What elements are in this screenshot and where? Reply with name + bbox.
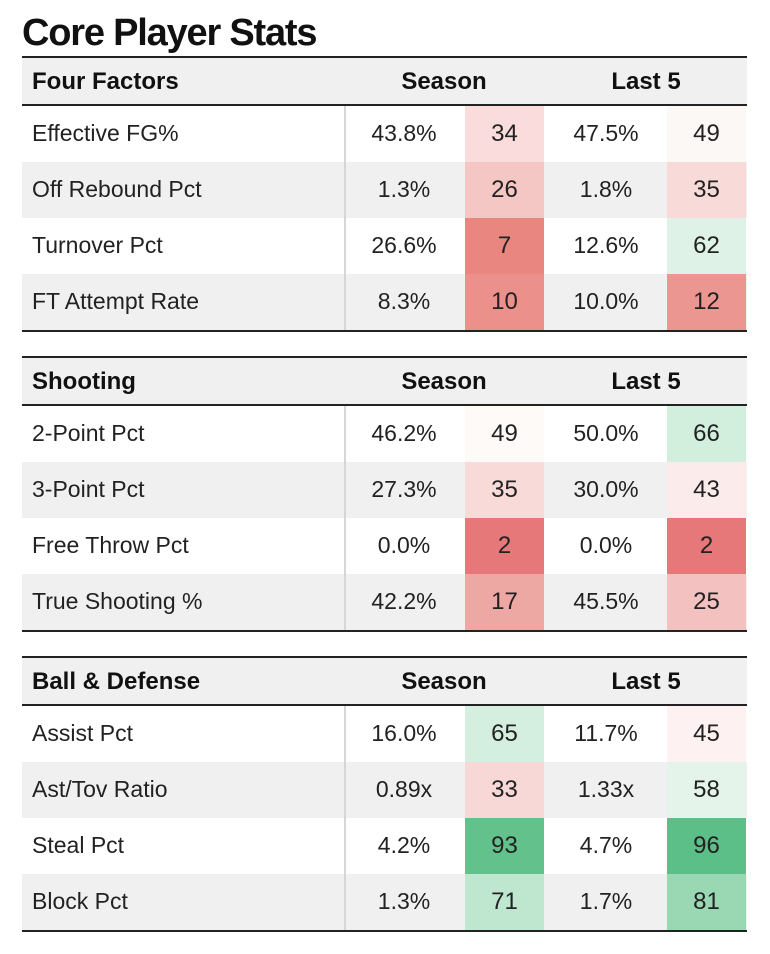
column-divider xyxy=(344,406,346,630)
last5-rank: 81 xyxy=(667,874,746,930)
last5-rank: 25 xyxy=(667,574,746,630)
last5-value: 4.7% xyxy=(579,832,633,858)
last5-column-header: Last 5 xyxy=(611,368,681,395)
section-title: Shooting xyxy=(32,368,136,395)
table-row: Effective FG% 43.8% 34 47.5% 49 xyxy=(22,106,747,162)
last5-value: 11.7% xyxy=(574,720,638,746)
season-value: 16.0% xyxy=(371,720,437,746)
stat-label: True Shooting % xyxy=(32,588,203,614)
season-rank: 65 xyxy=(465,706,544,762)
season-rank: 93 xyxy=(465,818,544,874)
last5-rank: 66 xyxy=(667,406,746,462)
season-value: 42.2% xyxy=(371,588,437,614)
section-header: Four Factors Season Last 5 xyxy=(22,56,747,106)
season-value: 0.89x xyxy=(375,776,433,802)
last5-rank: 2 xyxy=(667,518,746,574)
season-rank: 10 xyxy=(465,274,544,330)
last5-rank: 35 xyxy=(667,162,746,218)
table-row: Free Throw Pct 0.0% 2 0.0% 2 xyxy=(22,518,747,574)
section-rows: Effective FG% 43.8% 34 47.5% 49 Off Rebound P… xyxy=(22,106,747,332)
last5-rank: 12 xyxy=(667,274,746,330)
season-value: 4.2% xyxy=(377,832,431,858)
season-value: 1.3% xyxy=(377,888,431,914)
last5-rank: 96 xyxy=(667,818,746,874)
column-divider xyxy=(344,706,346,930)
season-value: 1.3% xyxy=(377,176,431,202)
last5-value: 0.0% xyxy=(579,532,633,558)
season-rank: 17 xyxy=(465,574,544,630)
table-row: 2-Point Pct 46.2% 49 50.0% 66 xyxy=(22,406,747,462)
section-title: Ball & Defense xyxy=(32,668,201,695)
stat-label: Turnover Pct xyxy=(32,232,163,258)
season-value: 43.8% xyxy=(371,120,437,146)
last5-value: 50.0% xyxy=(573,420,639,446)
season-column-header: Season xyxy=(401,368,487,395)
season-value: 0.0% xyxy=(377,532,431,558)
last5-value: 1.8% xyxy=(579,176,633,202)
stat-label: Free Throw Pct xyxy=(32,532,189,558)
season-value: 26.6% xyxy=(371,232,437,258)
season-column-header: Season xyxy=(401,668,487,695)
table-row: Ast/Tov Ratio 0.89x 33 1.33x 58 xyxy=(22,762,747,818)
last5-value: 45.5% xyxy=(573,588,639,614)
stat-label: Steal Pct xyxy=(32,832,125,858)
table-row: Assist Pct 16.0% 65 11.7% 45 xyxy=(22,706,747,762)
last5-value: 47.5% xyxy=(573,120,639,146)
stat-label: Assist Pct xyxy=(32,720,133,746)
stat-label: Effective FG% xyxy=(32,120,179,146)
table-row: Turnover Pct 26.6% 7 12.6% 62 xyxy=(22,218,747,274)
table-row: FT Attempt Rate 8.3% 10 10.0% 12 xyxy=(22,274,747,330)
season-rank: 33 xyxy=(465,762,544,818)
last5-value: 30.0% xyxy=(573,476,639,502)
section-four-factors: Four Factors Season Last 5 Effective FG% 43.… xyxy=(22,56,747,332)
last5-value: 1.33x xyxy=(577,776,635,802)
season-value: 46.2% xyxy=(371,420,437,446)
season-column-header: Season xyxy=(401,68,487,95)
season-value: 27.3% xyxy=(371,476,437,502)
season-rank: 71 xyxy=(465,874,544,930)
page-title: Core Player Stats xyxy=(22,12,318,54)
last5-column-header: Last 5 xyxy=(611,68,681,95)
last5-value: 10.0% xyxy=(573,288,639,314)
table-row: 3-Point Pct 27.3% 35 30.0% 43 xyxy=(22,462,747,518)
stat-label: Off Rebound Pct xyxy=(32,176,202,202)
section-header: Shooting Season Last 5 xyxy=(22,356,747,406)
last5-rank: 49 xyxy=(667,106,746,162)
section-rows: Assist Pct 16.0% 65 11.7% 45 Ast/Tov Ratio 0.8… xyxy=(22,706,747,932)
column-divider xyxy=(344,106,346,330)
last5-rank: 62 xyxy=(667,218,746,274)
section-ball-defense: Ball & Defense Season Last 5 Assist Pct 16.0… xyxy=(22,656,747,932)
last5-rank: 45 xyxy=(667,706,746,762)
season-rank: 2 xyxy=(465,518,544,574)
stat-label: 2-Point Pct xyxy=(32,420,145,446)
last5-value: 1.7% xyxy=(579,888,633,914)
last5-rank: 58 xyxy=(667,762,746,818)
stat-label: 3-Point Pct xyxy=(32,476,145,502)
section-shooting: Shooting Season Last 5 2-Point Pct 46.2% 49 50… xyxy=(22,356,747,632)
stat-label: Block Pct xyxy=(32,888,128,914)
stat-label: Ast/Tov Ratio xyxy=(32,776,168,802)
table-row: True Shooting % 42.2% 17 45.5% 25 xyxy=(22,574,747,630)
season-rank: 35 xyxy=(465,462,544,518)
season-rank: 26 xyxy=(465,162,544,218)
season-value: 8.3% xyxy=(377,288,431,314)
last5-value: 12.6% xyxy=(573,232,639,258)
table-row: Block Pct 1.3% 71 1.7% 81 xyxy=(22,874,747,930)
section-header: Ball & Defense Season Last 5 xyxy=(22,656,747,706)
last5-column-header: Last 5 xyxy=(611,668,681,695)
section-title: Four Factors xyxy=(32,68,179,95)
last5-rank: 43 xyxy=(667,462,746,518)
stat-label: FT Attempt Rate xyxy=(32,288,200,314)
section-rows: 2-Point Pct 46.2% 49 50.0% 66 3-Point Pct 27.3… xyxy=(22,406,747,632)
season-rank: 49 xyxy=(465,406,544,462)
table-row: Off Rebound Pct 1.3% 26 1.8% 35 xyxy=(22,162,747,218)
season-rank: 7 xyxy=(465,218,544,274)
season-rank: 34 xyxy=(465,106,544,162)
table-row: Steal Pct 4.2% 93 4.7% 96 xyxy=(22,818,747,874)
